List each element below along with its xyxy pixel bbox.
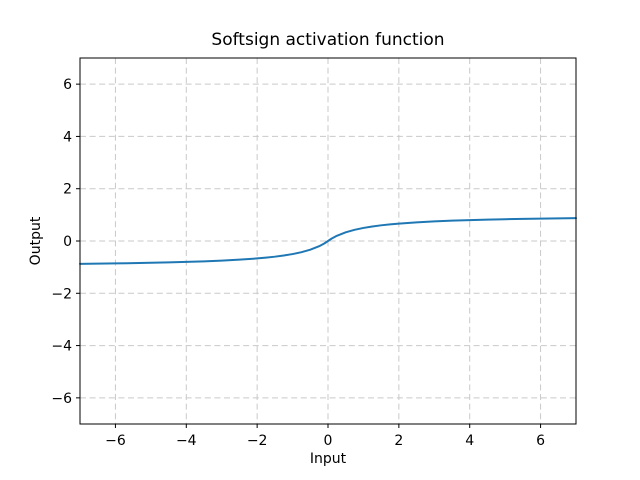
y-tick-label: −4 bbox=[51, 339, 72, 355]
x-tick-label: −4 bbox=[176, 433, 197, 449]
y-tick-label: 6 bbox=[63, 77, 72, 93]
x-tick-label: −6 bbox=[105, 433, 126, 449]
y-tick-label: −2 bbox=[51, 286, 72, 302]
chart-title: Softsign activation function bbox=[211, 30, 444, 50]
softsign-curve bbox=[79, 217, 577, 265]
y-tick-label: 2 bbox=[63, 182, 72, 198]
tick-marks bbox=[76, 83, 542, 428]
x-tick-label: −2 bbox=[247, 433, 268, 449]
x-tick-label: 2 bbox=[394, 433, 403, 449]
x-tick-label: 6 bbox=[536, 433, 545, 449]
y-axis-label: Output bbox=[28, 216, 44, 265]
tick-labels: −6 −4 −2 0 2 4 6 −6 −4 −2 0 2 4 6 bbox=[51, 77, 545, 449]
x-axis-label: Input bbox=[310, 451, 347, 467]
x-tick-label: 4 bbox=[465, 433, 474, 449]
y-tick-label: 4 bbox=[63, 129, 72, 145]
y-tick-label: −6 bbox=[51, 391, 72, 407]
y-tick-label: 0 bbox=[63, 234, 72, 250]
x-tick-label: 0 bbox=[324, 433, 333, 449]
